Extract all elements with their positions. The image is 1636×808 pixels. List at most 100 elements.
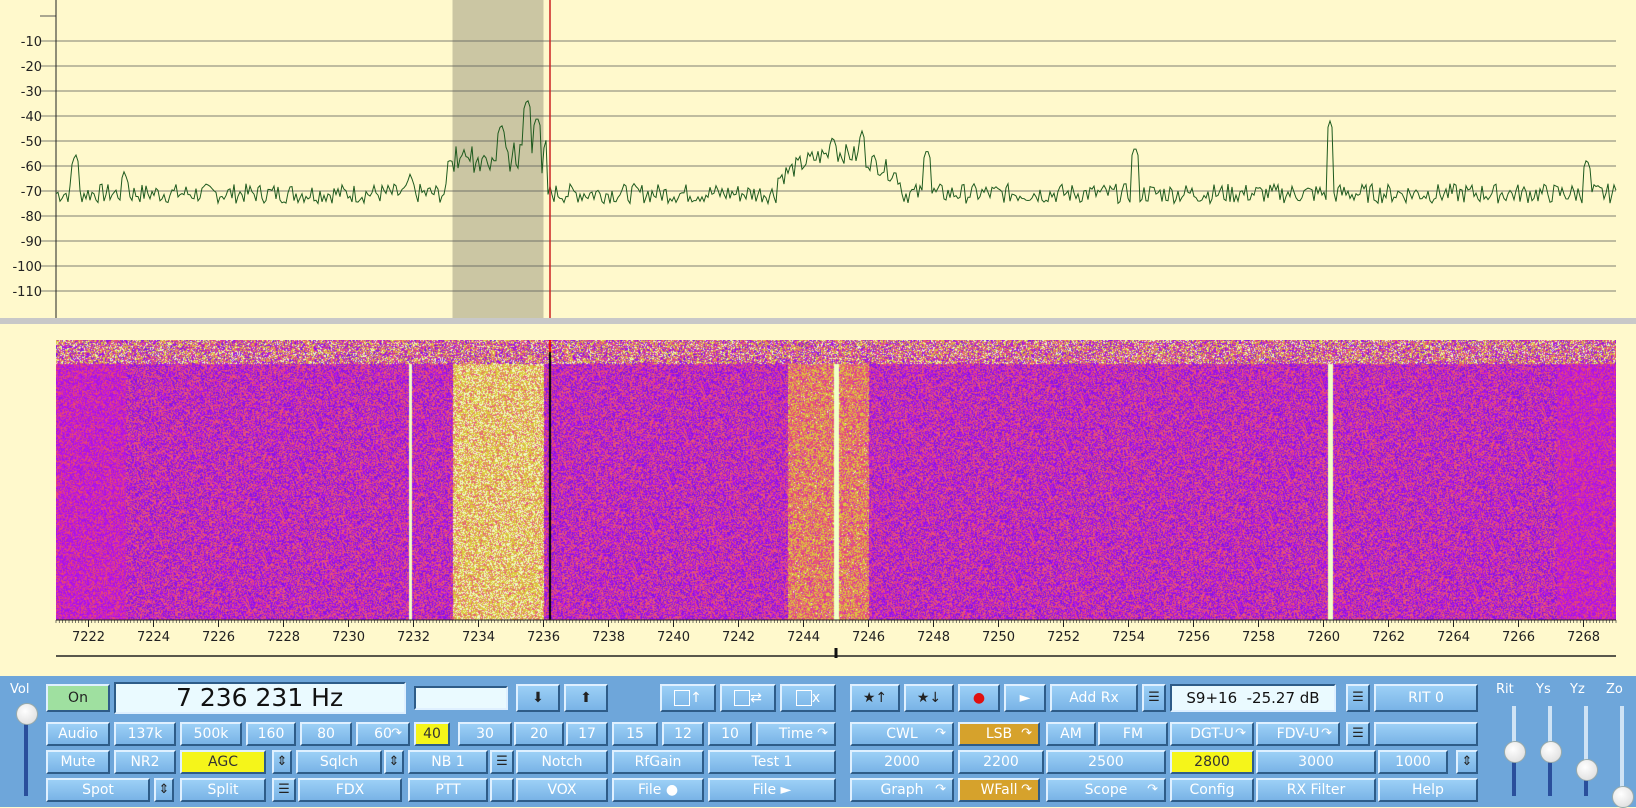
adjust-icon[interactable]: ⇕ — [1456, 750, 1478, 774]
config-button[interactable]: Config — [1170, 778, 1254, 802]
vol-slider-fill — [24, 713, 28, 796]
spectrum-graph[interactable]: -10 -20 -30 -40 -50 -60 -70 -80 -90 -100 -110 — [0, 0, 1636, 318]
blank-right-button[interactable] — [1374, 722, 1478, 746]
fdx-button[interactable]: FDX — [298, 778, 402, 802]
db-tick-label: -60 — [21, 160, 42, 175]
loop-arrow-icon: ↷ — [817, 726, 828, 741]
waterfall-button[interactable]: WFall ↷ — [958, 778, 1040, 802]
band-20-button[interactable]: 20 — [514, 722, 564, 746]
ptt-button[interactable]: PTT — [408, 778, 488, 802]
rit-zero-button[interactable]: RIT 0 — [1374, 684, 1478, 712]
filter-1000-button[interactable]: 1000 — [1378, 750, 1448, 774]
dgtu-label: DGT-U — [1190, 726, 1234, 742]
band-500k-button[interactable]: 500k — [180, 722, 242, 746]
nb1-button[interactable]: NB 1 — [408, 750, 488, 774]
filter-2800-button[interactable]: 2800 — [1170, 750, 1254, 774]
rit-slider-knob[interactable] — [1504, 741, 1526, 763]
waterfall-display[interactable] — [56, 340, 1616, 620]
frequency-display[interactable]: 7 236 231 Hz — [114, 682, 406, 714]
list-icon[interactable]: ☰ — [1346, 684, 1370, 712]
zo-slider-track[interactable] — [1620, 706, 1624, 796]
spot-button[interactable]: Spot — [46, 778, 150, 802]
graph-button[interactable]: Graph ↷ — [850, 778, 954, 802]
vol-slider-knob[interactable] — [16, 703, 38, 726]
band-10-button[interactable]: 10 — [708, 722, 752, 746]
adjust-icon[interactable]: ⇕ — [384, 750, 404, 774]
mode-lsb-button[interactable]: LSB ↷ — [958, 722, 1040, 746]
mode-fdvu-button[interactable]: FDV-U ↷ — [1256, 722, 1340, 746]
smeter-display: S9+16 -25.27 dB — [1170, 684, 1336, 712]
memory-store-button[interactable]: ↑ — [660, 684, 716, 712]
loop-arrow-icon: ↷ — [1021, 782, 1032, 797]
yz-slider-knob[interactable] — [1576, 759, 1598, 781]
freq-tick-label: 7252 — [1047, 630, 1080, 645]
list-icon[interactable]: ☰ — [490, 750, 514, 774]
help-button[interactable]: Help — [1378, 778, 1478, 802]
tune-up-button[interactable]: ⬆ — [564, 684, 608, 712]
band-160-button[interactable]: 160 — [246, 722, 296, 746]
db-tick-label: -50 — [21, 135, 42, 150]
waterfall-area[interactable]: 7222 7224 7226 7228 7230 7232 7234 7236 7238 7240… — [0, 324, 1636, 676]
agc-button[interactable]: AGC — [180, 750, 266, 774]
notch-button[interactable]: Notch — [516, 750, 608, 774]
vox-button[interactable]: VOX — [516, 778, 608, 802]
filter-2200-button[interactable]: 2200 — [958, 750, 1044, 774]
cwl-label: CWL — [886, 726, 918, 742]
spectrum-plot[interactable]: -10 -20 -30 -40 -50 -60 -70 -80 -90 -100 -110 — [0, 0, 1636, 318]
adjust-icon[interactable]: ⇕ — [272, 750, 292, 774]
list-icon[interactable]: ☰ — [1346, 722, 1370, 746]
filter-3000-button[interactable]: 3000 — [1256, 750, 1376, 774]
add-rx-button[interactable]: Add Rx — [1050, 684, 1138, 712]
mode-fm-button[interactable]: FM — [1098, 722, 1168, 746]
squelch-button[interactable]: Sqlch — [296, 750, 382, 774]
band-12-button[interactable]: 12 — [662, 722, 704, 746]
loop-arrow-icon: ↷ — [1235, 726, 1246, 741]
test1-button[interactable]: Test 1 — [708, 750, 836, 774]
freq-tick-label: 7242 — [722, 630, 755, 645]
db-tick-label: -10 — [21, 35, 42, 50]
loop-arrow-icon: ↷ — [391, 726, 402, 741]
list-icon[interactable]: ☰ — [1142, 684, 1166, 712]
loop-arrow-icon: ↷ — [1147, 782, 1158, 797]
on-button[interactable]: On — [46, 684, 110, 712]
band-60-button[interactable]: 60 ↷ — [356, 722, 410, 746]
filter-2000-button[interactable]: 2000 — [850, 750, 954, 774]
zo-slider-knob[interactable] — [1612, 786, 1634, 808]
band-30-button[interactable]: 30 — [458, 722, 512, 746]
split-button[interactable]: Split — [180, 778, 266, 802]
mute-button[interactable]: Mute — [46, 750, 110, 774]
mode-cwl-button[interactable]: CWL ↷ — [850, 722, 954, 746]
band-40-button[interactable]: 40 — [414, 722, 450, 746]
time-button[interactable]: Time ↷ — [756, 722, 836, 746]
file-play-button[interactable]: File ► — [708, 778, 836, 802]
nr2-button[interactable]: NR2 — [114, 750, 176, 774]
memory-swap-button[interactable]: ⇄ — [720, 684, 776, 712]
frequency-axis: 7222 7224 7226 7228 7230 7232 7234 7236 7238 7240… — [55, 619, 1617, 658]
wfall-label: WFall — [980, 782, 1018, 798]
bookmark-up-button[interactable]: ★↑ — [850, 684, 900, 712]
band-80-button[interactable]: 80 — [300, 722, 352, 746]
filter-2500-button[interactable]: 2500 — [1046, 750, 1166, 774]
play-button[interactable]: ► — [1004, 684, 1046, 712]
memory-clear-button[interactable]: x — [780, 684, 836, 712]
list-icon[interactable]: ☰ — [272, 778, 296, 802]
record-button[interactable]: ● — [958, 684, 1000, 712]
mode-dgtu-button[interactable]: DGT-U ↷ — [1170, 722, 1254, 746]
bookmark-down-button[interactable]: ★↓ — [904, 684, 954, 712]
audio-button[interactable]: Audio — [46, 722, 110, 746]
blank-display[interactable] — [414, 686, 508, 710]
scope-button[interactable]: Scope ↷ — [1046, 778, 1166, 802]
file-record-button[interactable]: File ● — [612, 778, 704, 802]
band-17-button[interactable]: 17 — [566, 722, 608, 746]
ys-slider-knob[interactable] — [1540, 741, 1562, 763]
band-137k-button[interactable]: 137k — [114, 722, 176, 746]
plot-divider[interactable] — [0, 318, 1636, 324]
band-15-button[interactable]: 15 — [612, 722, 658, 746]
rfgain-button[interactable]: RfGain — [612, 750, 704, 774]
mode-am-button[interactable]: AM — [1046, 722, 1096, 746]
tune-down-button[interactable]: ⬇ — [516, 684, 560, 712]
adjust-icon[interactable]: ⇕ — [154, 778, 174, 802]
rx-filter-button[interactable]: RX Filter — [1256, 778, 1376, 802]
blank-small-button[interactable] — [490, 778, 514, 802]
yz-slider-track[interactable] — [1584, 706, 1588, 796]
